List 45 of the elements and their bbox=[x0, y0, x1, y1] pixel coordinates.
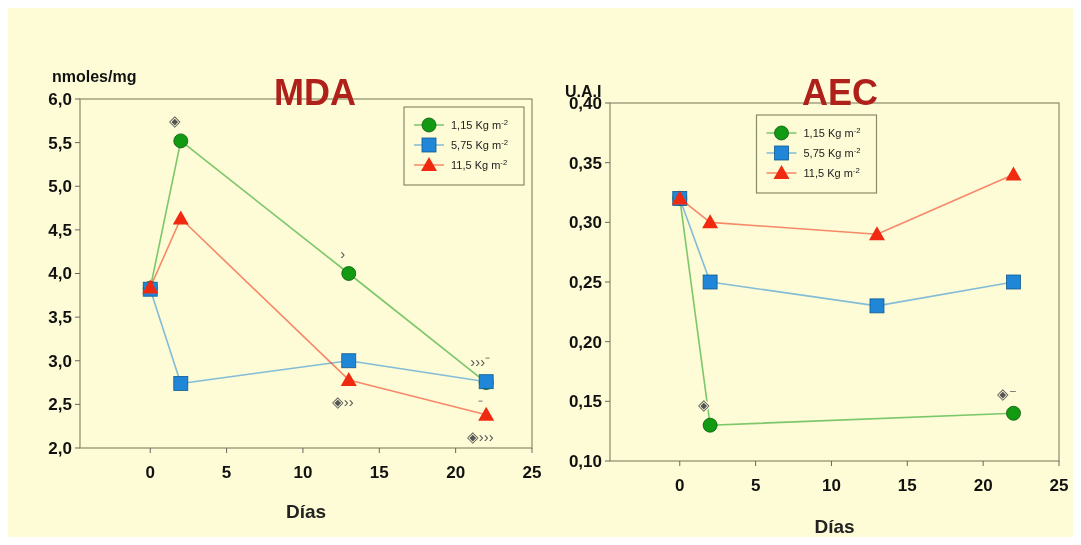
y-tick-label: 0,15 bbox=[568, 392, 602, 412]
y-axis-title: nmoles/mg bbox=[52, 68, 137, 85]
y-tick-label: 4,0 bbox=[48, 264, 72, 284]
legend-label: 11,5 Kg m$^{-2}$ bbox=[803, 165, 860, 179]
y-tick-label: 0,20 bbox=[568, 332, 602, 352]
y-tick-label: 3,0 bbox=[48, 351, 72, 371]
chart-title: MDA bbox=[274, 72, 356, 113]
legend-label: 11,5 Kg m$^{-2}$ bbox=[451, 157, 508, 171]
legend-label: 1,15 Kg m$^{-2}$ bbox=[451, 117, 508, 131]
chart-title: AEC bbox=[801, 72, 879, 113]
y-tick-label: 5,0 bbox=[48, 177, 72, 197]
y-tick-label: 0,30 bbox=[568, 213, 602, 233]
x-tick-label: 0 bbox=[675, 476, 685, 495]
annotation: › bbox=[340, 244, 346, 262]
x-tick-label: 25 bbox=[522, 463, 542, 482]
y-tick-label: 3,5 bbox=[48, 308, 72, 328]
x-tick-label: 25 bbox=[1049, 476, 1069, 495]
legend-label: 5,75 Kg m$^{-2}$ bbox=[803, 145, 861, 159]
legend-label: 5,75 Kg m$^{-2}$ bbox=[451, 137, 508, 151]
y-tick-label: 0,35 bbox=[568, 153, 602, 173]
y-tick-label: 2,5 bbox=[48, 395, 72, 415]
y-tick-label: 4,5 bbox=[48, 220, 72, 240]
x-tick-label: 10 bbox=[822, 476, 841, 495]
y-tick-label: 2,0 bbox=[48, 438, 72, 458]
x-tick-label: 10 bbox=[293, 463, 313, 482]
annotation: ◈ bbox=[168, 112, 181, 130]
legend-label: 1,15 Kg m$^{-2}$ bbox=[803, 125, 861, 139]
x-tick-label: 5 bbox=[221, 463, 232, 482]
annotation: ›››⁻ bbox=[470, 352, 491, 370]
annotation: ⁻ bbox=[477, 395, 483, 413]
y-tick-label: 0,25 bbox=[568, 272, 602, 292]
annotation: ◈›› bbox=[331, 393, 354, 411]
annotation: ◈››› bbox=[466, 428, 494, 446]
y-tick-label: 0,10 bbox=[568, 451, 602, 471]
x-tick-label: 5 bbox=[750, 476, 761, 495]
y-tick-label: 5,5 bbox=[48, 133, 72, 153]
x-axis-title: Días bbox=[814, 516, 855, 537]
x-axis-title: Días bbox=[285, 501, 327, 522]
x-tick-label: 15 bbox=[369, 463, 389, 482]
x-tick-label: 0 bbox=[145, 463, 155, 482]
x-tick-label: 15 bbox=[897, 476, 917, 495]
x-tick-label: 20 bbox=[446, 463, 466, 482]
x-tick-label: 20 bbox=[973, 476, 993, 495]
annotation: ◈⁻ bbox=[997, 384, 1018, 402]
y-tick-label: 6,0 bbox=[48, 89, 72, 109]
